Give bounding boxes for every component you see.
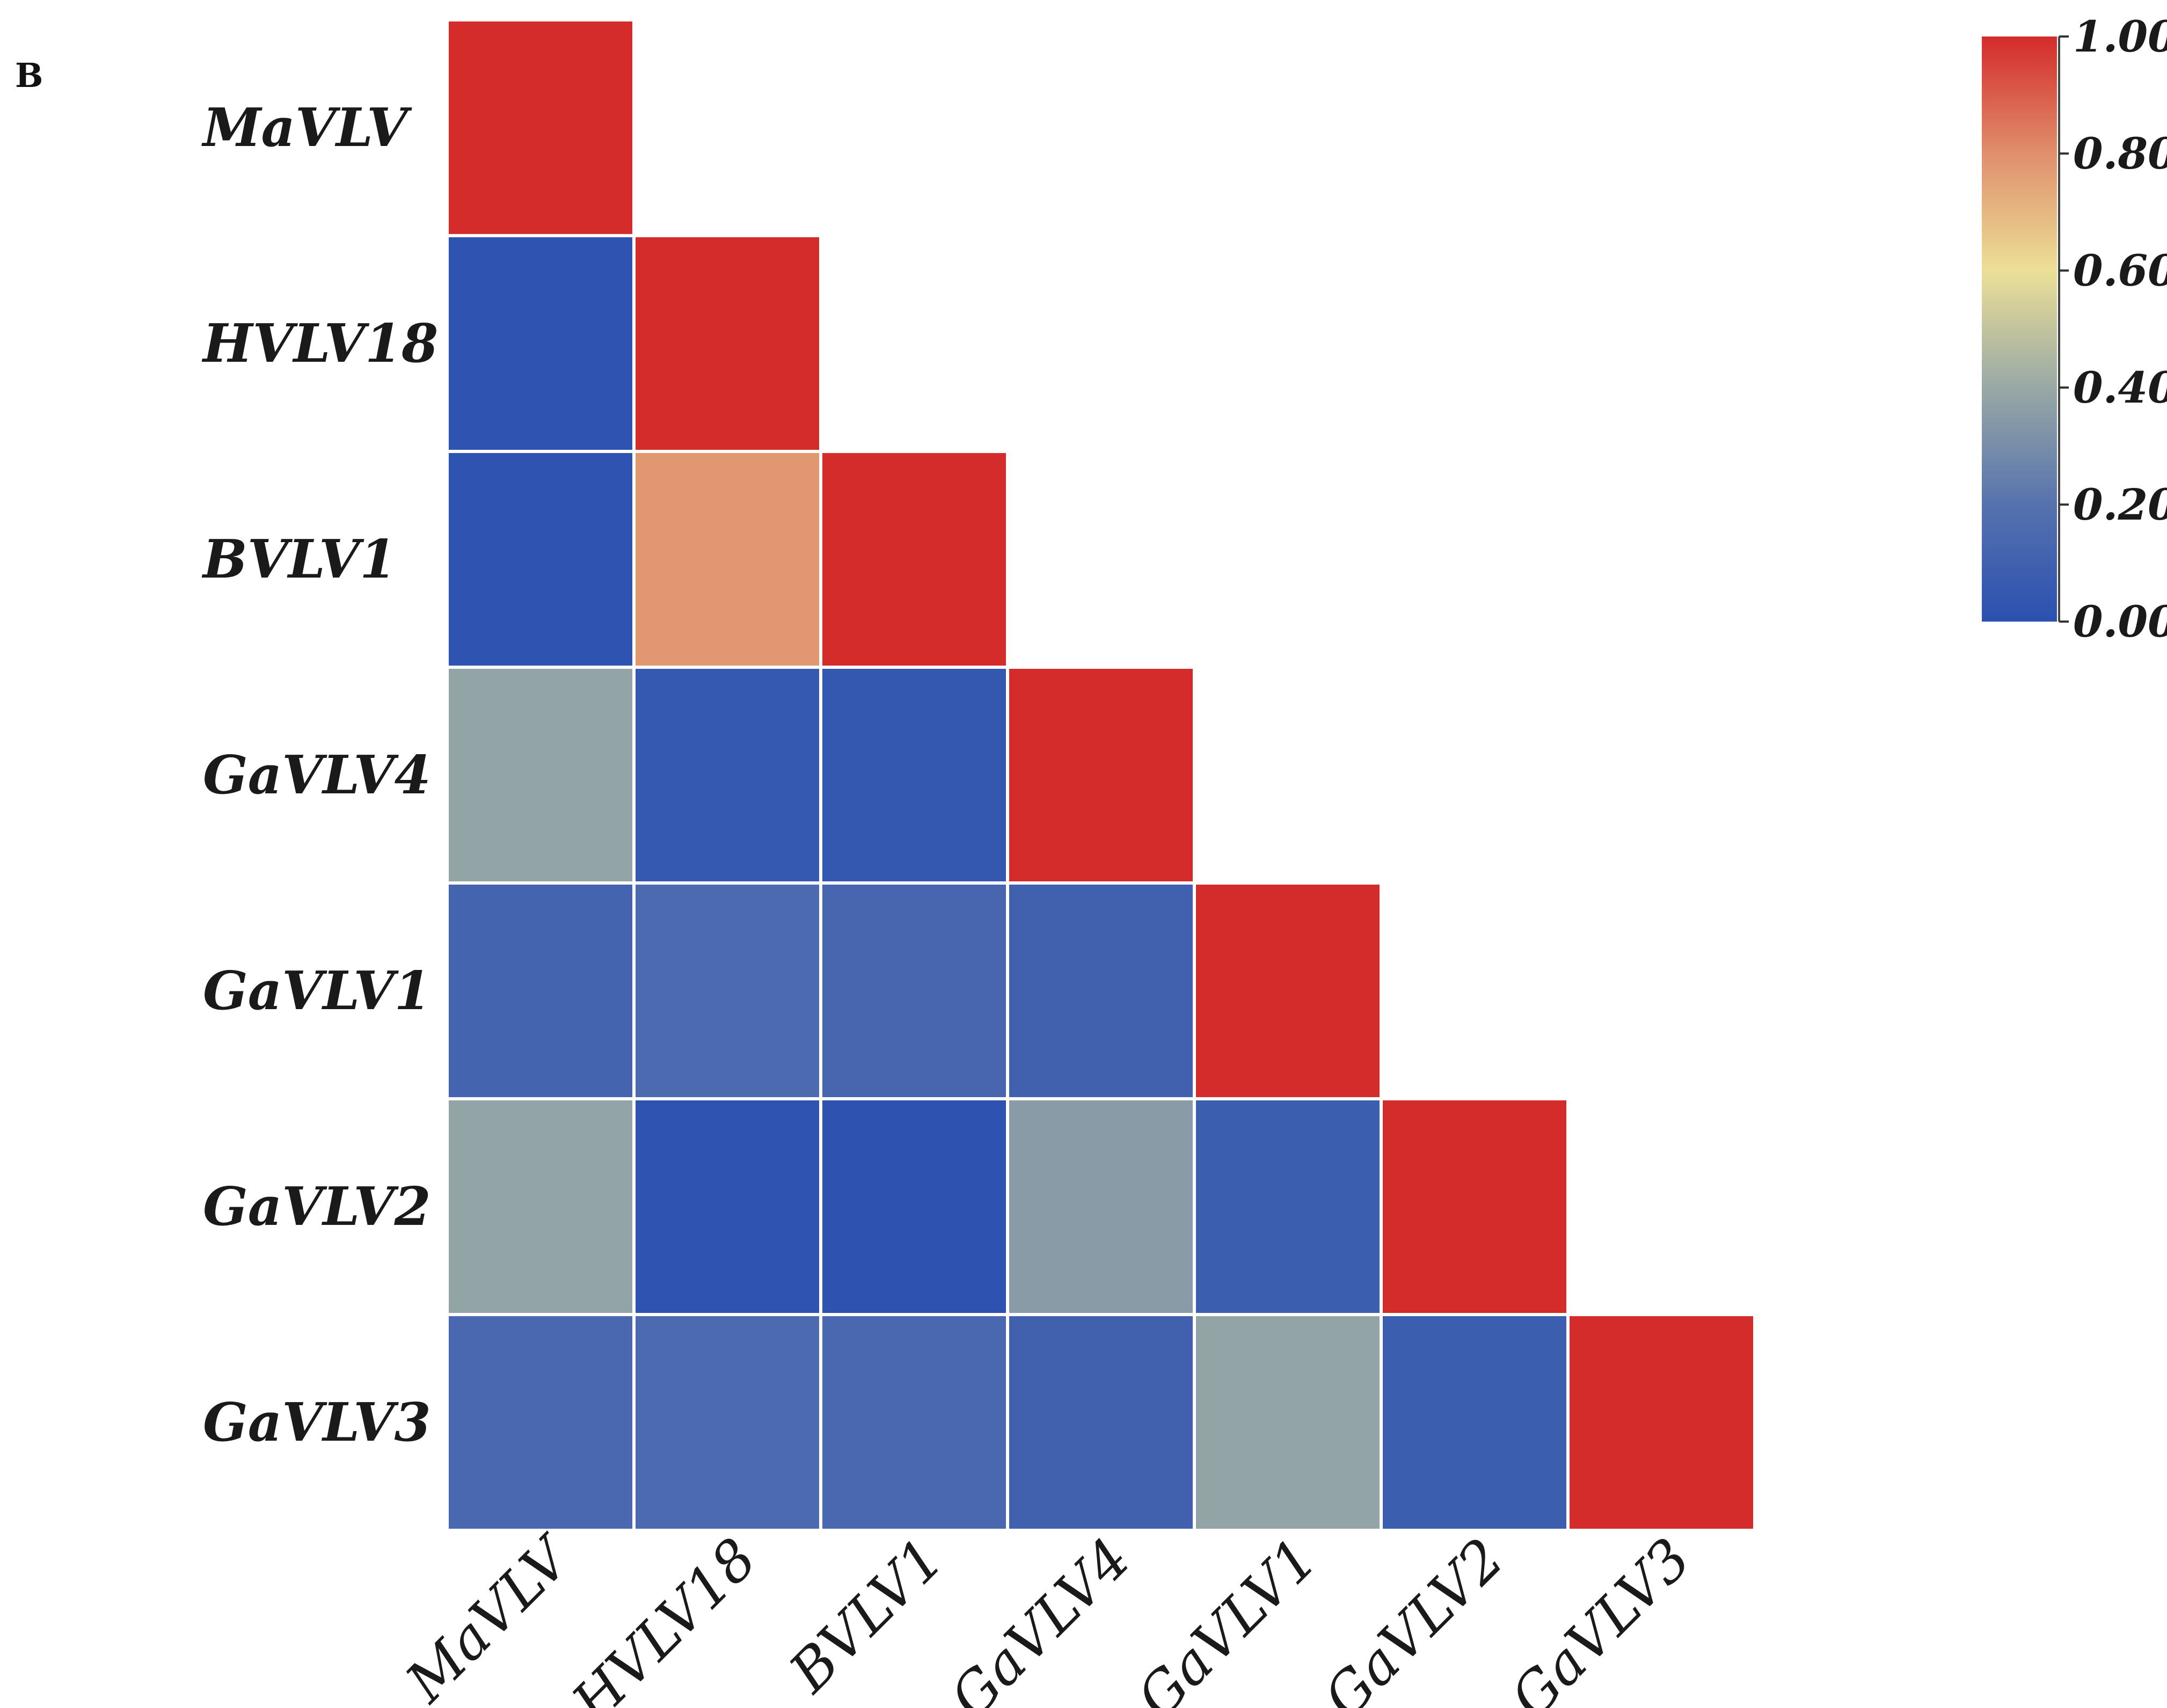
heatmap-cell-gavlv3-bvlv1 [822, 1316, 1006, 1529]
colorbar: 0.00 0.20 0.40 0.60 0.80 1.00 [1982, 11, 2167, 647]
heatmap-cell-gavlv2-gavlv1 [1196, 1100, 1380, 1313]
row-label-gavlv1: GaVLV1 [203, 960, 431, 1022]
heatmap-cell-gavlv3-gavlv2 [1383, 1316, 1566, 1529]
heatmap-cell-gavlv4-gavlv4 [1009, 669, 1193, 881]
colorbar-ticks: 0.00 0.20 0.40 0.60 0.80 1.00 [2059, 11, 2167, 647]
heatmap-cell-gavlv4-hvlv18 [636, 669, 819, 881]
heatmap-cell-gavlv3-gavlv3 [1570, 1316, 1753, 1529]
colorbar-tick-label: 0.00 [2073, 596, 2167, 647]
heatmap-cell-gavlv2-mavlv [449, 1100, 632, 1313]
row-label-gavlv3: GaVLV3 [203, 1392, 431, 1454]
colorbar-tick-label: 0.60 [2073, 245, 2167, 296]
heatmap-cell-gavlv3-mavlv [449, 1316, 632, 1529]
heatmap-cell-gavlv2-gavlv4 [1009, 1100, 1193, 1313]
column-label-gavlv4: GaVLV4 [938, 1525, 1143, 1708]
colorbar-gradient [1982, 37, 2057, 622]
heatmap-cell-gavlv1-gavlv4 [1009, 885, 1193, 1097]
heatmap-cell-gavlv1-gavlv1 [1196, 885, 1380, 1097]
colorbar-tick-label: 0.80 [2073, 128, 2167, 179]
column-label-mavlv: MaVLV [393, 1522, 586, 1708]
row-label-hvlv18: HVLV18 [201, 313, 438, 375]
column-label-gavlv1: GaVLV1 [1125, 1525, 1330, 1708]
row-labels: MaVLV HVLV18 BVLV1 GaVLV4 GaVLV1 GaVLV2 GaVLV3 [201, 97, 438, 1454]
row-label-gavlv2: GaVLV2 [203, 1176, 431, 1238]
column-label-hvlv18: HVLV18 [559, 1525, 769, 1708]
heatmap-cell-gavlv3-hvlv18 [636, 1316, 819, 1529]
heatmap-cell-gavlv2-hvlv18 [636, 1100, 819, 1313]
column-label-bvlv1: BVLV1 [776, 1525, 956, 1705]
heatmap-cell-gavlv1-mavlv [449, 885, 632, 1097]
heatmap-cell-gavlv4-bvlv1 [822, 669, 1006, 881]
heatmap-cell-gavlv3-gavlv1 [1196, 1316, 1380, 1529]
row-label-gavlv4: GaVLV4 [203, 744, 431, 806]
row-label-mavlv: MaVLV [201, 97, 412, 159]
heatmap-cell-gavlv1-hvlv18 [636, 885, 819, 1097]
heatmap-cells [449, 21, 1753, 1529]
panel-label: B [15, 56, 43, 95]
heatmap-cell-hvlv18-hvlv18 [636, 237, 819, 450]
colorbar-tick-label: 1.00 [2073, 11, 2167, 62]
heatmap-cell-bvlv1-hvlv18 [636, 453, 819, 666]
heatmap-cell-gavlv3-gavlv4 [1009, 1316, 1193, 1529]
column-label-gavlv2: GaVLV2 [1311, 1525, 1516, 1708]
heatmap-cell-mavlv-mavlv [449, 21, 632, 234]
heatmap-cell-gavlv1-bvlv1 [822, 885, 1006, 1097]
heatmap-cell-bvlv1-mavlv [449, 453, 632, 666]
column-label-gavlv3: GaVLV3 [1498, 1525, 1703, 1708]
heatmap-cell-gavlv2-gavlv2 [1383, 1100, 1566, 1313]
heatmap-cell-bvlv1-bvlv1 [822, 453, 1006, 666]
colorbar-tick-label: 0.20 [2073, 479, 2167, 530]
row-label-bvlv1: BVLV1 [201, 529, 396, 590]
heatmap-cell-hvlv18-mavlv [449, 237, 632, 450]
colorbar-tick-label: 0.40 [2073, 362, 2167, 413]
heatmap-cell-gavlv2-bvlv1 [822, 1100, 1006, 1313]
heatmap-cell-gavlv4-mavlv [449, 669, 632, 881]
